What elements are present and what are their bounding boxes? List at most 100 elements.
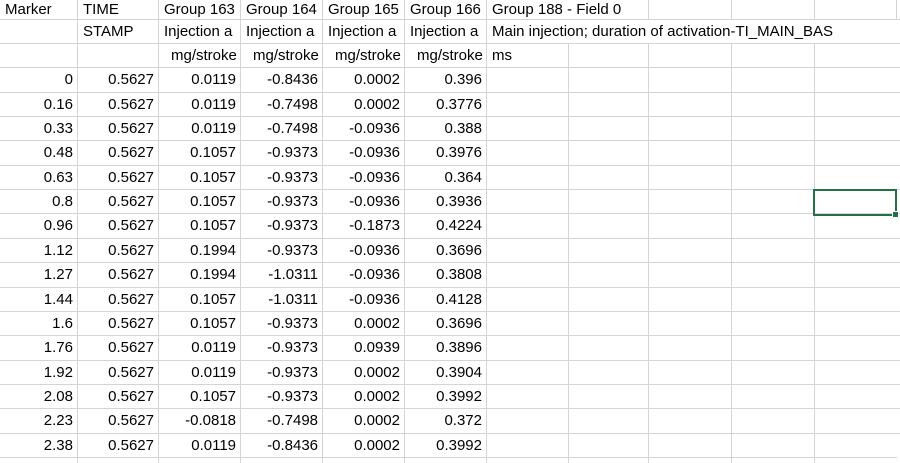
header-cell-group-163[interactable]: Group 163 [159, 0, 241, 20]
cell-value[interactable]: 0.5627 [78, 92, 159, 118]
cell[interactable] [78, 43, 159, 69]
cell[interactable] [732, 238, 815, 264]
cell-value[interactable]: 0.96 [0, 214, 78, 239]
cell[interactable] [732, 433, 815, 459]
header-cell-group-165[interactable]: Group 165 [323, 0, 405, 20]
header-cell-group-188[interactable]: Group 188 - Field 0 [487, 0, 649, 20]
cell-value[interactable]: 1.44 [0, 287, 78, 312]
cell-value[interactable]: 0.5627 [78, 384, 159, 410]
cell-value[interactable]: 0.4224 [405, 214, 487, 239]
cell[interactable] [487, 165, 569, 191]
cell-value[interactable]: 0.5627 [78, 190, 159, 215]
cell-value[interactable]: -0.9373 [241, 336, 323, 361]
cell[interactable] [241, 458, 323, 463]
cell[interactable] [487, 92, 569, 118]
cell-value[interactable]: 0.1057 [159, 384, 241, 410]
cell-value[interactable]: -0.0936 [323, 263, 405, 288]
cell[interactable] [649, 117, 732, 142]
cell[interactable] [732, 409, 815, 434]
cell[interactable] [897, 288, 900, 312]
cell[interactable] [897, 336, 900, 361]
cell[interactable] [649, 43, 732, 69]
cell-value[interactable]: 0.0119 [159, 336, 241, 361]
cell-value[interactable]: -0.7498 [241, 92, 323, 118]
cell[interactable] [487, 409, 569, 434]
cell[interactable] [649, 92, 732, 118]
cell[interactable] [569, 117, 649, 142]
cell[interactable] [569, 311, 649, 337]
cell-value[interactable]: -0.0936 [323, 287, 405, 312]
cell[interactable] [569, 68, 649, 93]
cell[interactable] [732, 360, 815, 385]
cell-value[interactable]: 0.0939 [323, 336, 405, 361]
cell-value[interactable]: 0.0002 [323, 360, 405, 385]
cell-value[interactable]: 0.364 [405, 165, 487, 191]
cell-value[interactable]: -0.8436 [241, 68, 323, 93]
cell[interactable] [487, 68, 569, 93]
cell-value[interactable]: -0.9373 [241, 360, 323, 385]
cell-value[interactable]: -0.8436 [241, 433, 323, 459]
cell-value[interactable]: -0.9373 [241, 165, 323, 191]
cell-value[interactable]: 0.5627 [78, 238, 159, 264]
cell[interactable] [487, 433, 569, 459]
cell[interactable] [487, 287, 569, 312]
cell[interactable] [405, 458, 487, 463]
cell[interactable] [159, 458, 241, 463]
cell-value[interactable]: 0.1057 [159, 311, 241, 337]
cell-value[interactable]: 0.16 [0, 92, 78, 118]
cell-value[interactable]: -0.9373 [241, 384, 323, 410]
cell[interactable] [649, 214, 732, 239]
cell-value[interactable]: 0.3976 [405, 141, 487, 166]
unit-cell-163[interactable]: mg/stroke [159, 43, 241, 69]
cell[interactable] [78, 458, 159, 463]
cell[interactable] [732, 384, 815, 410]
cell-value[interactable]: 0.0119 [159, 433, 241, 459]
cell-value[interactable]: 0.0002 [323, 433, 405, 459]
cell-value[interactable]: 0.1994 [159, 238, 241, 264]
cell[interactable] [649, 263, 732, 288]
cell-value[interactable]: 0.3696 [405, 238, 487, 264]
cell[interactable] [649, 311, 732, 337]
cell[interactable] [897, 263, 900, 288]
cell-value[interactable]: 0.3896 [405, 336, 487, 361]
cell[interactable] [487, 190, 569, 215]
cell[interactable] [649, 384, 732, 410]
unit-cell-164[interactable]: mg/stroke [241, 43, 323, 69]
cell[interactable] [569, 238, 649, 264]
cell-value[interactable]: 0.5627 [78, 214, 159, 239]
cell-value[interactable]: 0.3936 [405, 190, 487, 215]
cell[interactable] [732, 263, 815, 288]
cell[interactable] [732, 117, 815, 142]
cell[interactable] [569, 360, 649, 385]
cell[interactable] [487, 384, 569, 410]
cell[interactable] [649, 165, 732, 191]
cell[interactable] [732, 92, 815, 118]
cell-value[interactable]: 0.1057 [159, 287, 241, 312]
cell-value[interactable]: 1.12 [0, 238, 78, 264]
cell-value[interactable]: -0.0936 [323, 165, 405, 191]
cell[interactable] [732, 141, 815, 166]
cell-value[interactable]: -0.9373 [241, 214, 323, 239]
cell-value[interactable]: -0.9373 [241, 190, 323, 215]
cell-value[interactable]: -0.7498 [241, 409, 323, 434]
cell[interactable] [897, 141, 900, 166]
cell[interactable] [732, 0, 815, 20]
cell-value[interactable]: 0.0002 [323, 68, 405, 93]
cell-value[interactable]: 0.3904 [405, 360, 487, 385]
cell-value[interactable]: 0.8 [0, 190, 78, 215]
cell[interactable] [897, 361, 900, 385]
cell-value[interactable]: 0.48 [0, 141, 78, 166]
cell-value[interactable]: 0.3992 [405, 384, 487, 410]
cell[interactable] [897, 214, 900, 239]
cell-value[interactable]: -0.7498 [241, 117, 323, 142]
cell[interactable] [897, 117, 900, 142]
cell[interactable] [487, 311, 569, 337]
cell-value[interactable]: 0.1057 [159, 165, 241, 191]
cell[interactable] [0, 43, 78, 69]
cell[interactable] [569, 43, 649, 69]
cell-value[interactable]: 2.08 [0, 384, 78, 410]
cell-value[interactable]: -1.0311 [241, 263, 323, 288]
cell-value[interactable]: 0.1994 [159, 263, 241, 288]
cell-value[interactable]: 0.63 [0, 165, 78, 191]
cell-value[interactable]: 0.1057 [159, 141, 241, 166]
